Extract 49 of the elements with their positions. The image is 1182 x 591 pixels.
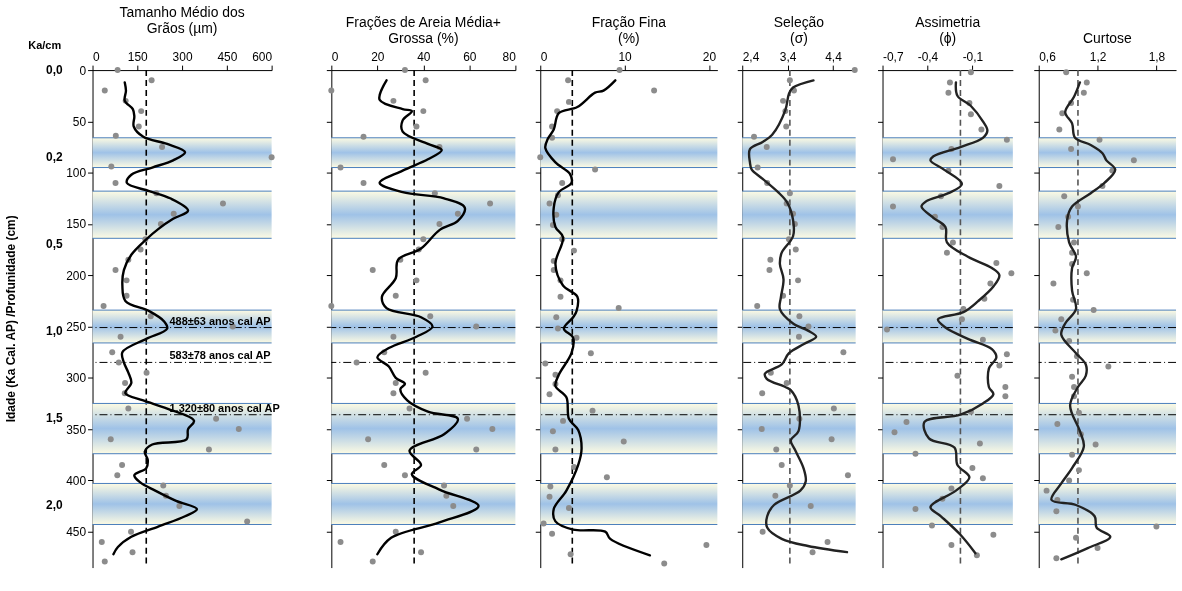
x-tick-label: 0,6 xyxy=(1039,49,1057,64)
x-tick-label: 80 xyxy=(502,49,517,64)
text: 1,5 xyxy=(46,411,64,426)
y-tick-label: 200 xyxy=(66,268,87,283)
x-tick-label: 0 xyxy=(540,49,548,64)
y-tick-label: 0 xyxy=(79,63,87,78)
text: 0,0 xyxy=(46,63,64,78)
x-tick-label: 450 xyxy=(217,49,238,64)
y-tick-label: 350 xyxy=(66,422,87,437)
chart-title: Assimetria (ϕ) xyxy=(915,14,981,47)
x-tick-label: 600 xyxy=(252,49,273,64)
x-tick-label: 150 xyxy=(127,49,149,64)
text: 0,5 xyxy=(46,237,64,252)
x-tick-label: -0,1 xyxy=(962,49,984,64)
x-tick-label: 4,4 xyxy=(825,49,843,64)
y-axis-title: Idade (Ka Cal. AP) /Profunidade (cm) xyxy=(3,215,18,423)
x-tick-label: 1,2 xyxy=(1089,49,1107,64)
y-tick-label: 450 xyxy=(66,525,87,540)
x-tick-label: 10 xyxy=(618,49,633,64)
x-tick-label: 300 xyxy=(172,49,193,64)
x-tick-label: 3,4 xyxy=(779,49,797,64)
x-tick-label: -0,4 xyxy=(917,49,939,64)
chart-title: Seleção (σ) xyxy=(773,14,825,47)
chart-title: Curtose xyxy=(1083,30,1132,47)
ref-line-label: 488±63 anos cal AP xyxy=(169,314,271,327)
text: 0,2 xyxy=(46,150,64,165)
text: Ka/cm xyxy=(28,39,62,52)
text: 1,0 xyxy=(46,324,64,339)
x-tick-label: 60 xyxy=(463,49,477,64)
ref-line-label: 583±78 anos cal AP xyxy=(169,349,271,362)
x-tick-label: 0 xyxy=(93,49,101,64)
x-tick-label: 2,4 xyxy=(742,49,760,64)
y-tick-label: 150 xyxy=(66,217,87,232)
y-tick-label: 100 xyxy=(66,166,87,181)
y-tick-label: 400 xyxy=(66,473,87,488)
x-tick-label: -0,7 xyxy=(883,49,904,64)
x-tick-label: 20 xyxy=(702,49,717,64)
y-tick-label: 50 xyxy=(72,114,87,129)
x-tick-label: 20 xyxy=(371,49,385,64)
y-tick-label: 300 xyxy=(66,371,87,386)
chart-title: Tamanho Médio dos Grãos (µm) xyxy=(119,4,245,37)
x-tick-label: 0 xyxy=(331,49,339,64)
text: 2,0 xyxy=(46,498,64,513)
ref-line-label: 1.320±80 anos cal AP xyxy=(169,401,280,414)
chart-title: Fração Fina (%) xyxy=(591,14,667,47)
x-tick-label: 1,8 xyxy=(1148,49,1166,64)
x-tick-label: 40 xyxy=(417,49,431,64)
chart-title: Frações de Areia Média+ Grossa (%) xyxy=(345,14,501,47)
y-tick-label: 250 xyxy=(66,320,87,334)
